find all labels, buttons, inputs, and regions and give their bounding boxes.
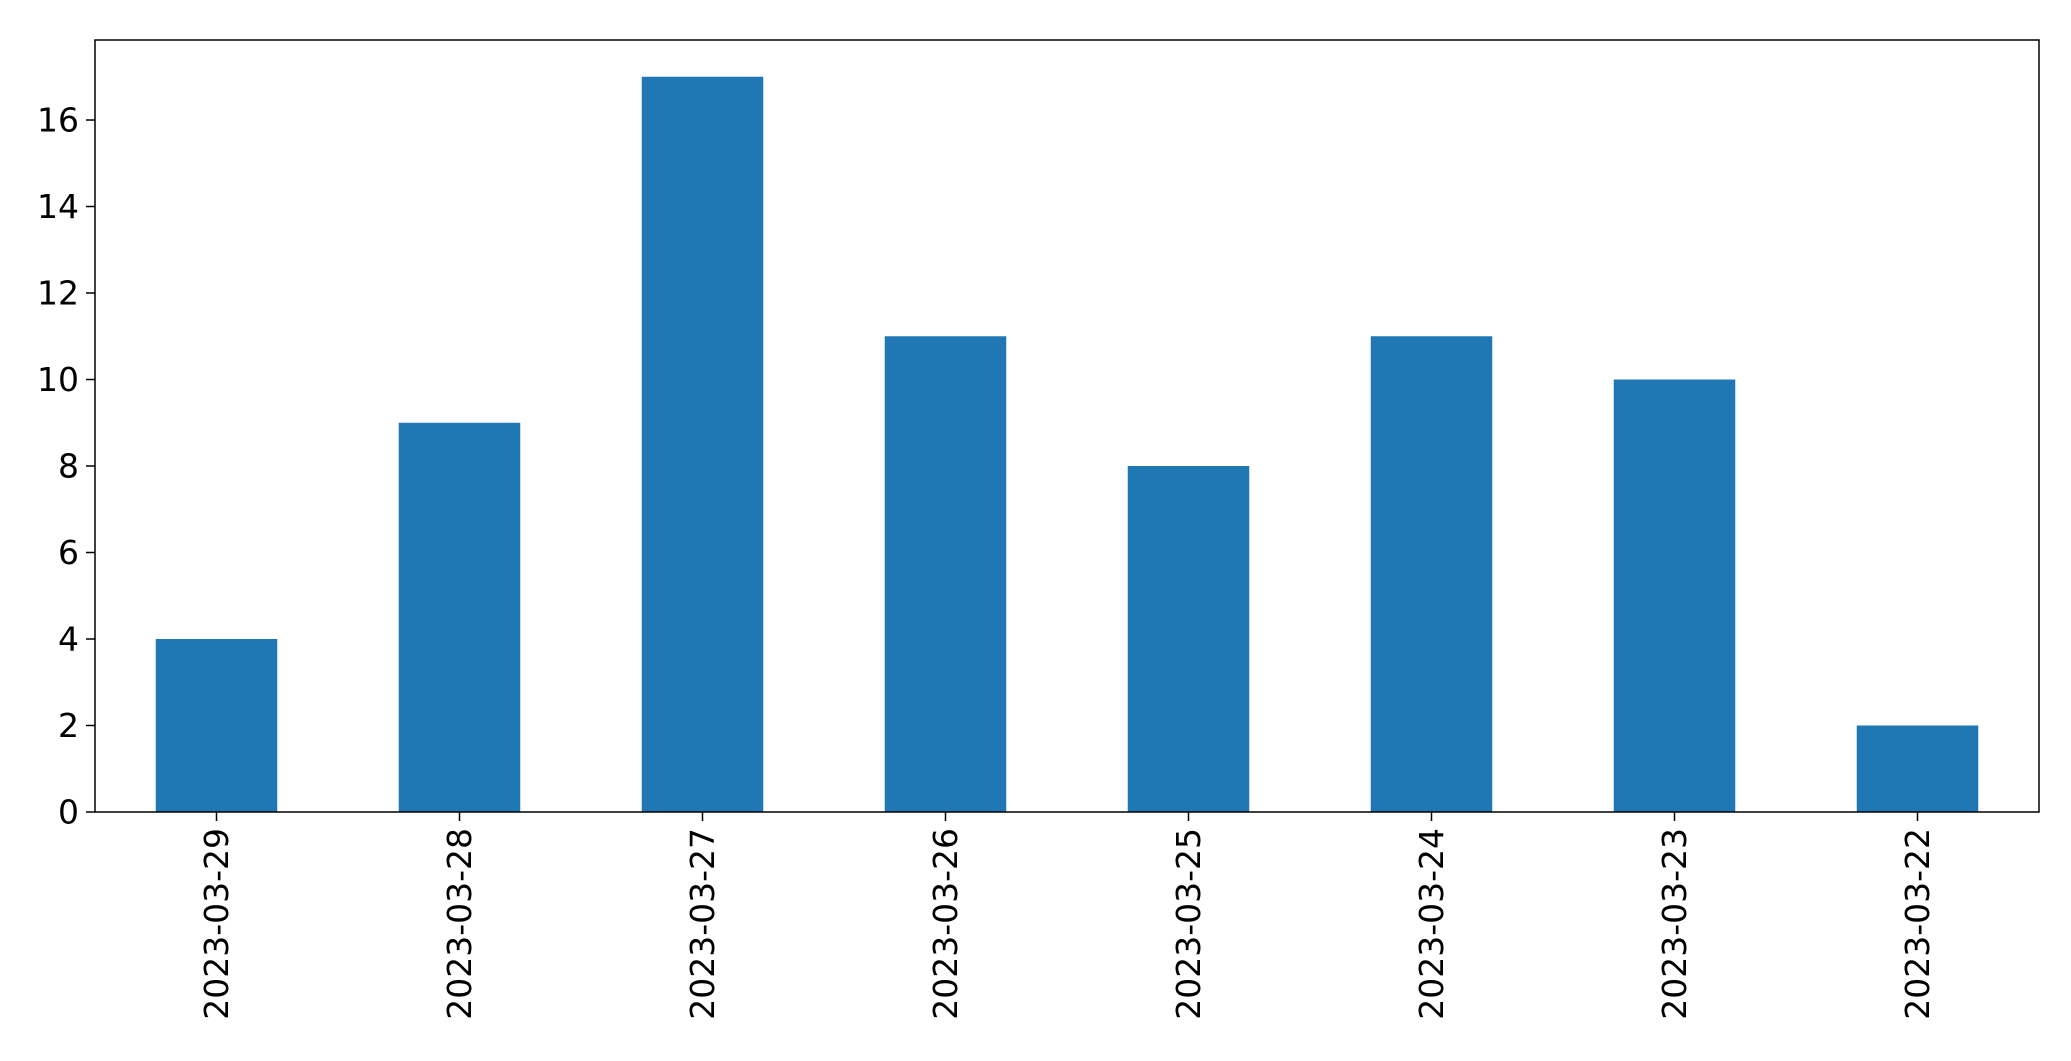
x-tick-label: 2023-03-23 [1655, 828, 1694, 1020]
x-tick-label: 2023-03-27 [683, 828, 722, 1020]
y-tick-label: 6 [58, 533, 79, 572]
y-axis: 0 2 4 6 8 10 12 14 16 [37, 101, 95, 832]
y-tick-label: 2 [58, 706, 79, 745]
bar [884, 336, 1007, 812]
bar [398, 422, 521, 812]
x-tick-label: 2023-03-24 [1412, 828, 1451, 1020]
x-tick-label: 2023-03-22 [1898, 828, 1937, 1020]
x-tick-label: 2023-03-28 [440, 828, 479, 1020]
y-tick-label: 4 [58, 620, 79, 659]
bar [1613, 379, 1736, 812]
x-tick-label: 2023-03-29 [197, 828, 236, 1020]
bar [1127, 466, 1250, 812]
x-axis: 2023-03-29 2023-03-28 2023-03-27 2023-03-26… [197, 812, 1937, 1020]
bars-group [155, 76, 1979, 812]
bar [1370, 336, 1493, 812]
y-tick-label: 16 [37, 101, 79, 140]
y-tick-label: 10 [37, 360, 79, 399]
plot-area-frame [94, 39, 2040, 813]
bar [155, 639, 278, 812]
y-tick-label: 8 [58, 447, 79, 486]
x-tick-label: 2023-03-25 [1169, 828, 1208, 1020]
bar [1856, 725, 1979, 812]
y-tick-label: 12 [37, 274, 79, 313]
y-tick-label: 0 [58, 793, 79, 832]
x-tick-label: 2023-03-26 [926, 828, 965, 1020]
y-tick-label: 14 [37, 187, 79, 226]
bar [641, 76, 764, 812]
